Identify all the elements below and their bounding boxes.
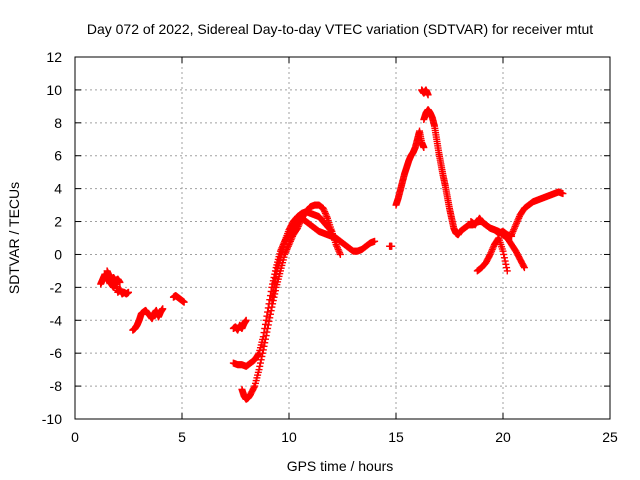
data-point [269,292,277,300]
y-tick-label: 8 [54,115,62,131]
data-point [266,310,274,318]
data-point [499,247,507,255]
axis-ticks [74,56,611,420]
y-tick-label: -6 [50,345,63,361]
data-point [264,325,272,332]
x-tick-label: 20 [495,429,511,445]
data-point [259,349,267,357]
data-point [258,352,266,360]
data-point [267,307,275,315]
data-point [501,257,509,265]
data-point [559,190,567,198]
data-point [242,316,250,324]
data-point [500,250,508,258]
data-point [266,314,274,322]
data-point [269,300,277,308]
data-point [503,264,511,272]
x-tick-label: 25 [602,429,618,445]
data-point [180,298,188,306]
data-point [500,254,508,262]
data-point [256,359,264,367]
y-tick-label: 0 [54,246,62,262]
data-point [255,366,263,374]
y-tick-label: 12 [46,49,62,65]
y-tick-label: -4 [50,312,63,328]
data-point [520,264,528,272]
y-tick-label: 4 [54,181,62,197]
data-point [263,328,271,336]
y-tick-label: -10 [42,411,62,427]
data-point [264,321,272,329]
y-tick-label: -8 [50,378,63,394]
data-point [261,335,269,343]
data-point [250,383,258,391]
x-tick-label: 10 [281,429,297,445]
data-point [336,250,344,258]
y-tick-label: -2 [50,279,63,295]
data-point [260,342,268,350]
grid-lines [75,57,610,419]
data-point [268,297,276,305]
data-point [259,346,267,354]
data-point [420,144,428,151]
data-point [159,305,167,313]
data-point [268,303,276,311]
data-point [265,317,273,325]
data-point [520,262,528,270]
x-axis-title: GPS time / hours [287,458,394,474]
data-points [97,86,567,403]
data-point [116,278,124,286]
data-point [503,267,511,275]
x-tick-label: 5 [178,429,186,445]
data-point [262,332,270,340]
data-point [371,237,379,245]
data-point [388,242,396,250]
y-tick-label: 6 [54,148,62,164]
data-point [270,283,278,291]
data-point [502,260,510,268]
data-point [424,91,432,99]
y-tick-label: 10 [46,82,62,98]
data-point [261,339,269,347]
data-point [257,356,265,364]
data-point [269,288,277,296]
y-axis-title: SDTVAR / TECUs [6,182,22,294]
plot-frame [74,56,611,420]
data-point [271,275,279,283]
data-point [254,350,262,358]
data-point [125,288,132,296]
x-tick-label: 15 [388,429,404,445]
data-point [271,279,279,287]
chart-title: Day 072 of 2022, Sidereal Day-to-day VTE… [87,21,593,37]
data-point [327,227,335,235]
data-point [328,227,336,235]
tick-labels: 0 5 10 15 20 25 -10 -8 -6 -4 -2 0 2 4 6 8 10 12 [42,49,618,445]
data-point [256,362,264,370]
x-tick-label: 0 [71,429,79,445]
y-tick-label: 2 [54,214,62,230]
